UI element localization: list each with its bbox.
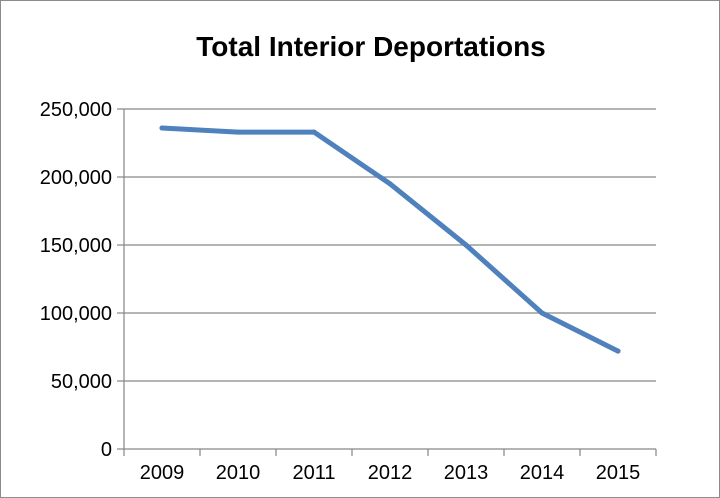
data-point bbox=[235, 129, 241, 135]
y-tick-label: 50,000 bbox=[51, 371, 112, 393]
data-point bbox=[463, 242, 469, 248]
x-tick-label: 2014 bbox=[520, 462, 565, 484]
data-point bbox=[159, 125, 165, 131]
data-point bbox=[311, 129, 317, 135]
x-tick-label: 2009 bbox=[140, 462, 185, 484]
series-line bbox=[159, 125, 621, 354]
data-point bbox=[615, 348, 621, 354]
x-tick-label: 2013 bbox=[444, 462, 489, 484]
y-axis-tick-labels: 0 50,000 100,000 150,000 200,000 250,000 bbox=[40, 99, 112, 461]
x-tick-label: 2011 bbox=[292, 462, 335, 484]
x-axis-tick-labels: 2009 2010 2011 2012 2013 2014 2015 bbox=[140, 462, 641, 484]
gridlines bbox=[124, 108, 656, 382]
y-tick-label: 200,000 bbox=[40, 167, 112, 189]
chart-title: Total Interior Deportations bbox=[196, 31, 546, 62]
axes bbox=[117, 108, 657, 456]
x-tick-label: 2012 bbox=[368, 462, 413, 484]
x-tick-label: 2015 bbox=[596, 462, 641, 484]
y-tick-label: 150,000 bbox=[40, 235, 112, 257]
data-point bbox=[539, 310, 545, 316]
data-point bbox=[387, 181, 393, 187]
y-tick-label: 0 bbox=[101, 439, 112, 461]
y-tick-label: 250,000 bbox=[40, 99, 112, 121]
x-tick-label: 2010 bbox=[216, 462, 261, 484]
series-layer bbox=[159, 125, 621, 354]
y-tick-label: 100,000 bbox=[40, 303, 112, 325]
